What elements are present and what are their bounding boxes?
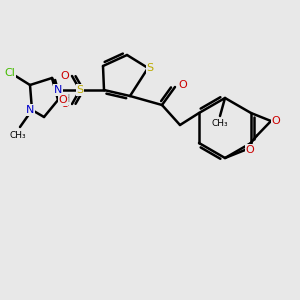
Text: N: N: [54, 85, 62, 95]
Text: O: O: [246, 145, 254, 155]
Text: O: O: [61, 71, 69, 81]
Text: CH₃: CH₃: [10, 130, 26, 140]
Text: S: S: [76, 85, 84, 95]
Text: S: S: [146, 63, 154, 73]
Text: N: N: [26, 105, 34, 115]
Text: O: O: [61, 99, 69, 109]
Text: Cl: Cl: [4, 68, 15, 78]
Text: O: O: [272, 116, 280, 126]
Text: O: O: [178, 80, 188, 90]
Text: O: O: [58, 95, 68, 105]
Text: H: H: [63, 94, 71, 104]
Text: CH₃: CH₃: [212, 119, 228, 128]
